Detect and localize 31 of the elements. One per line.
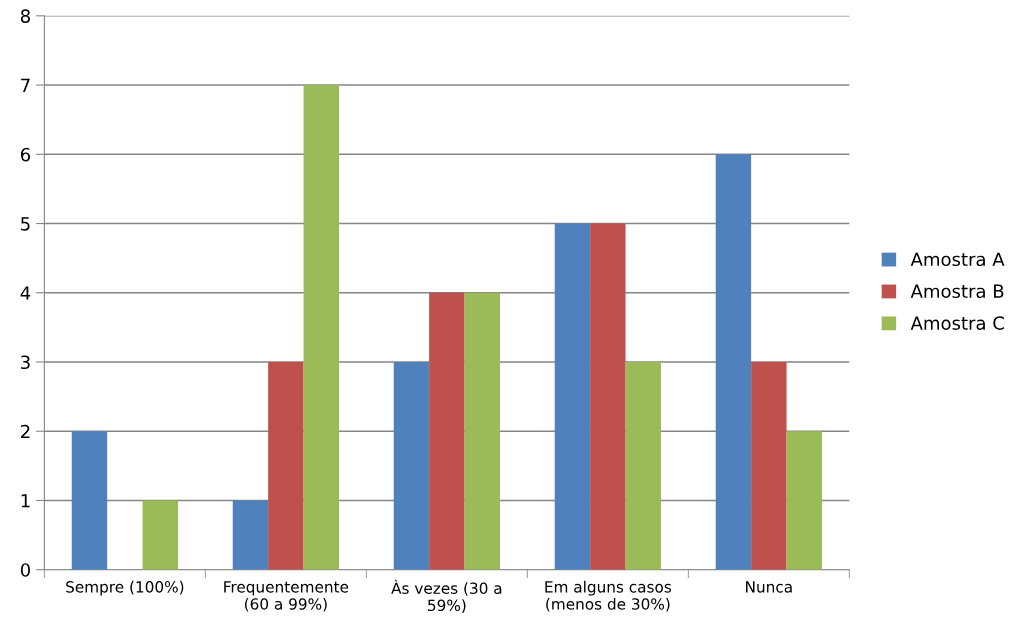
bar [464,292,500,570]
bar [393,362,430,570]
bar [786,431,822,570]
legend-label: Amostra B [910,284,1004,298]
bar [590,223,626,570]
x-tick-label: Sempre (100%) [66,580,184,596]
bar [429,292,465,570]
y-tick-label: 1 [21,494,30,508]
x-tick-label: Nunca [746,581,792,593]
x-tick-label: Em alguns casos (menos de 30%) [545,580,672,612]
bar [268,362,304,570]
bar [142,500,178,570]
y-tick-label: 8 [20,9,30,23]
y-tick-label: 7 [21,78,30,92]
y-tick-label: 4 [20,286,31,300]
y-tick-label: 2 [21,424,30,439]
bar [303,85,339,570]
x-tick-label: Às vezes (30 a 59%) [391,579,502,613]
bar [71,431,108,570]
y-tick-label: 5 [21,217,30,231]
bar [751,362,787,570]
x-tick-label: Frequentemente (60 a 99%) [224,581,349,612]
bar [715,154,752,570]
bar [232,500,269,570]
y-tick-label: 6 [20,147,31,162]
y-tick-label: 0 [20,563,30,577]
legend-label: Amostra A [910,252,1005,267]
legend-label: Amostra C [910,316,1004,330]
bar [554,223,591,570]
bar [625,362,661,570]
y-tick-label: 3 [21,355,30,370]
